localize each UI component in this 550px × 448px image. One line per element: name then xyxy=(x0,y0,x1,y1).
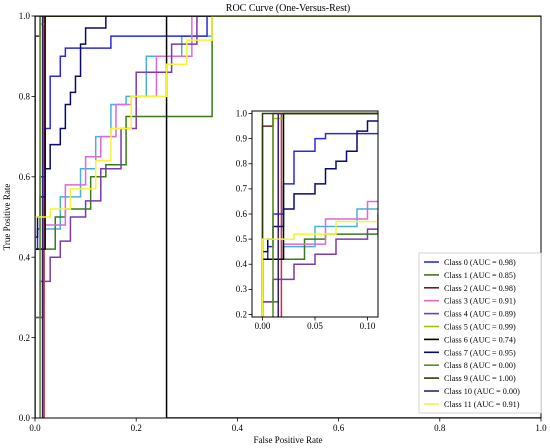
main-x-tick-label: 0.4 xyxy=(232,423,244,433)
inset-x-tick-label: 0.10 xyxy=(360,321,376,331)
legend-label-class-10: Class 10 (AUC = 0.00) xyxy=(444,387,520,396)
inset-plot-area: 0.00 0.05 0.10 0.2 0.3 0.4 0.5 0.6 0.7 0.8 0.9 1.0 xyxy=(236,108,379,331)
chart-title: ROC Curve (One-Versus-Rest) xyxy=(226,3,350,14)
main-frame xyxy=(34,15,542,419)
inset-x-tick-label: 0.05 xyxy=(307,321,323,331)
main-series-line-class-4 xyxy=(35,16,541,418)
main-y-tick-label: 0.8 xyxy=(19,92,31,102)
main-x-tick-label: 1.0 xyxy=(535,423,547,433)
x-axis-label: False Positive Rate xyxy=(254,435,323,445)
legend-label-class-6: Class 6 (AUC = 0.74) xyxy=(444,335,516,344)
legend-label-class-4: Class 4 (AUC = 0.89) xyxy=(444,310,516,319)
legend-label-class-1: Class 1 (AUC = 0.85) xyxy=(444,271,516,280)
main-x-tick-label: 0.8 xyxy=(434,423,446,433)
inset-y-tick-label: 0.9 xyxy=(236,133,248,143)
inset-y-tick-label: 0.2 xyxy=(236,309,247,319)
inset-series-line-class-11 xyxy=(261,220,378,317)
legend-label-class-11: Class 11 (AUC = 0.91) xyxy=(444,400,520,409)
main-extra-line-1 xyxy=(35,16,541,250)
legend-label-class-7: Class 7 (AUC = 0.95) xyxy=(444,348,516,357)
main-y-tick-label: 0.6 xyxy=(19,172,31,182)
main-plot-area: 0.0 0.2 0.4 0.6 0.8 1.0 0.0 0.2 0.4 0.6 0.8 1.0 xyxy=(19,11,547,433)
main-x-tick-label: 0.6 xyxy=(333,423,345,433)
legend-label-class-2: Class 2 (AUC = 0.98) xyxy=(444,284,516,293)
main-x-tick-label: 0.2 xyxy=(131,423,142,433)
inset-series-group xyxy=(261,112,378,317)
legend-label-class-8: Class 8 (AUC = 0.00) xyxy=(444,361,516,370)
inset-y-tick-label: 0.4 xyxy=(236,259,248,269)
main-x-tick-label: 0.0 xyxy=(29,423,41,433)
inset-y-tick-label: 1.0 xyxy=(236,108,248,118)
y-axis-label: True Positive Rate xyxy=(2,184,12,251)
main-y-tick-label: 0.0 xyxy=(19,413,31,423)
main-series-group xyxy=(35,16,541,418)
inset-y-tick-label: 0.7 xyxy=(236,184,248,194)
inset-y-tick-label: 0.6 xyxy=(236,209,248,219)
legend-label-class-9: Class 9 (AUC = 1.00) xyxy=(444,374,516,383)
inset-y-tick-label: 0.8 xyxy=(236,159,248,169)
main-series-line-class-11 xyxy=(35,16,541,418)
inset-series-line-class-4 xyxy=(261,228,378,317)
legend: Class 0 (AUC = 0.98) Class 1 (AUC = 0.85)… xyxy=(418,252,542,414)
legend-label-class-3: Class 3 (AUC = 0.91) xyxy=(444,297,516,306)
inset-y-tick-label: 0.3 xyxy=(236,284,248,294)
main-y-tick-label: 0.4 xyxy=(19,252,31,262)
legend-label-class-0: Class 0 (AUC = 0.98) xyxy=(444,258,516,267)
main-y-tick-label: 0.2 xyxy=(19,333,30,343)
legend-box xyxy=(418,252,542,414)
inset-y-tick-label: 0.5 xyxy=(236,234,248,244)
inset-x-tick-label: 0.00 xyxy=(255,321,271,331)
main-y-tick-label: 1.0 xyxy=(19,11,31,21)
legend-label-class-5: Class 5 (AUC = 0.99) xyxy=(444,323,516,332)
inset-extra-line-1 xyxy=(262,208,378,260)
